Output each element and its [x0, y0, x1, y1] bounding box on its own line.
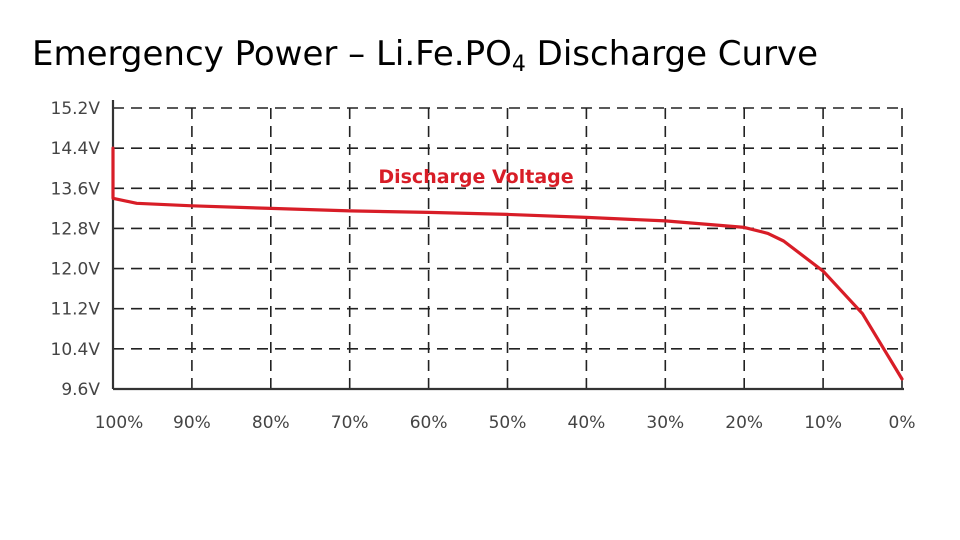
slide-title: Emergency Power – Li.Fe.PO4 Discharge Cu… [32, 34, 819, 77]
y-tick-label: 9.6V [61, 380, 100, 400]
y-tick-label: 10.4V [51, 340, 101, 360]
series-label-discharge-voltage: Discharge Voltage [378, 166, 573, 188]
title-subscript: 4 [511, 52, 526, 77]
y-tick-label: 12.0V [51, 260, 101, 280]
y-tick-label: 13.6V [51, 179, 101, 199]
x-tick-label: 0% [889, 413, 916, 433]
y-tick-label: 12.8V [51, 219, 101, 239]
x-tick-labels: 100% 90% 80% 70% 60% 50% 40% 30% 20% 10% 0% [95, 413, 916, 433]
chart-grid [113, 107, 903, 389]
x-tick-label: 80% [252, 413, 290, 433]
title-main: Emergency Power – Li.Fe.PO [32, 34, 512, 74]
chart-series [111, 146, 904, 381]
x-tick-label: 60% [410, 413, 448, 433]
x-tick-label: 70% [331, 413, 369, 433]
x-tick-label: 40% [568, 413, 606, 433]
x-tick-label: 10% [804, 413, 842, 433]
y-tick-label: 15.2V [51, 99, 101, 119]
x-tick-label: 50% [489, 413, 527, 433]
y-tick-labels: 15.2V 14.4V 13.6V 12.8V 12.0V 11.2V 10.4V 9.6V [51, 99, 101, 400]
x-tick-label: 30% [646, 413, 684, 433]
x-tick-label: 100% [95, 413, 144, 433]
x-tick-label: 90% [173, 413, 211, 433]
title-tail: Discharge Curve [525, 34, 819, 74]
series-labels: Discharge Voltage [378, 166, 573, 188]
x-tick-label: 20% [725, 413, 763, 433]
chart-axes [111, 100, 904, 391]
series-line-discharge-voltage [111, 146, 904, 381]
y-tick-label: 14.4V [51, 139, 101, 159]
y-tick-label: 11.2V [51, 300, 101, 320]
